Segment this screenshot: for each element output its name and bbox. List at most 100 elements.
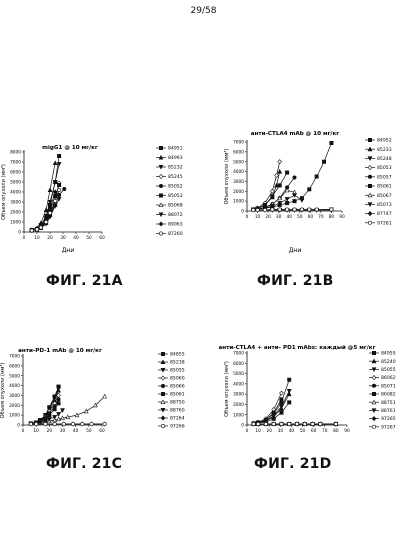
x-tick-label: 90 bbox=[344, 428, 350, 434]
data-point bbox=[287, 421, 292, 426]
data-point bbox=[310, 421, 315, 426]
legend-marker bbox=[367, 192, 373, 198]
data-point bbox=[270, 207, 275, 212]
data-point bbox=[292, 207, 297, 212]
data-point bbox=[65, 414, 71, 420]
legend-marker bbox=[158, 173, 164, 180]
data-point bbox=[93, 402, 98, 408]
y-tick-label: 5000 bbox=[9, 373, 20, 379]
data-point bbox=[102, 422, 107, 427]
legend-marker bbox=[367, 211, 373, 217]
data-point bbox=[56, 416, 61, 422]
y-tick-label: 7000 bbox=[233, 140, 244, 146]
x-tick-label: 0 bbox=[22, 428, 25, 434]
legend-entry: 86082 bbox=[381, 392, 396, 398]
y-tick-label: 3000 bbox=[10, 200, 21, 206]
data-point bbox=[46, 417, 52, 422]
y-tick-label: 3000 bbox=[233, 179, 244, 185]
legend-marker bbox=[367, 202, 373, 208]
legend-marker bbox=[160, 415, 166, 421]
legend-entry: 88751 bbox=[381, 400, 396, 406]
legend-entry: 84952 bbox=[377, 138, 392, 144]
data-point bbox=[295, 421, 300, 426]
data-point bbox=[314, 207, 319, 212]
data-point bbox=[314, 174, 319, 179]
x-tick-label: 30 bbox=[60, 428, 66, 434]
data-point bbox=[89, 422, 94, 427]
data-point bbox=[251, 208, 256, 213]
data-point bbox=[44, 220, 49, 225]
legend-marker bbox=[159, 193, 164, 198]
data-point bbox=[279, 390, 284, 396]
legend-marker bbox=[161, 424, 166, 429]
data-point bbox=[287, 377, 292, 382]
data-point bbox=[279, 404, 284, 410]
y-tick-label: 7000 bbox=[10, 160, 21, 166]
x-tick-label: 50 bbox=[297, 214, 303, 220]
data-point bbox=[292, 199, 297, 204]
data-point bbox=[256, 421, 261, 426]
data-point bbox=[279, 421, 284, 426]
legend-marker bbox=[158, 202, 164, 207]
legend-entry: 84855 bbox=[170, 352, 185, 358]
data-point bbox=[307, 187, 312, 192]
chart-panel-d: анти-CTLA4 + анти- PD1 mAbs: каждый @5 м… bbox=[218, 344, 396, 434]
legend-marker bbox=[371, 416, 377, 422]
x-tick-label: 90 bbox=[339, 214, 345, 220]
legend-marker bbox=[161, 352, 166, 357]
data-point bbox=[53, 198, 58, 203]
x-tick-label: 40 bbox=[73, 428, 79, 434]
data-point bbox=[52, 160, 58, 166]
x-tick-label: 50 bbox=[86, 428, 92, 434]
x-tick-label: 70 bbox=[318, 214, 324, 220]
data-point bbox=[74, 412, 80, 418]
data-point bbox=[302, 421, 307, 426]
legend-entry: 85066 bbox=[170, 384, 185, 390]
legend-marker bbox=[160, 399, 166, 405]
data-point bbox=[60, 408, 65, 413]
legend-marker bbox=[372, 383, 377, 388]
data-point bbox=[80, 422, 85, 427]
data-point bbox=[52, 407, 57, 412]
legend-marker bbox=[371, 399, 377, 405]
x-tick-label: 0 bbox=[246, 428, 249, 434]
y-axis-label: Объем опухоли (мм³) bbox=[224, 149, 230, 205]
chart-title: анти-CTLA4 + анти- PD1 mAbs: каждый @5 м… bbox=[218, 344, 375, 351]
x-tick-label: 20 bbox=[266, 428, 272, 434]
series-line bbox=[253, 172, 288, 210]
data-point bbox=[251, 421, 256, 426]
series-line bbox=[253, 393, 290, 424]
legend-entry: 85067 bbox=[377, 193, 392, 199]
y-tick-label: 2000 bbox=[233, 189, 244, 195]
y-tick-label: 4000 bbox=[233, 381, 244, 387]
data-point bbox=[292, 175, 297, 180]
data-point bbox=[299, 207, 304, 212]
y-tick-label: 0 bbox=[17, 423, 20, 429]
data-point bbox=[277, 201, 283, 206]
data-point bbox=[277, 207, 282, 212]
data-point bbox=[62, 186, 67, 191]
data-point bbox=[46, 406, 52, 411]
legend-entry: 88072 bbox=[168, 212, 183, 218]
legend-entry: 84951 bbox=[168, 146, 183, 152]
legend-marker bbox=[372, 424, 377, 429]
data-point bbox=[34, 227, 39, 232]
legend-marker bbox=[367, 156, 373, 162]
data-point bbox=[57, 182, 62, 187]
data-point bbox=[277, 159, 283, 165]
legend-marker bbox=[372, 351, 377, 356]
y-tick-label: 1000 bbox=[233, 199, 244, 205]
legend-entry: 85248 bbox=[377, 156, 392, 162]
legend-entry: 97261 bbox=[377, 220, 392, 226]
legend-marker bbox=[371, 408, 377, 414]
legend-marker bbox=[160, 359, 166, 364]
y-tick-label: 7000 bbox=[233, 351, 244, 357]
legend-entry: 85055 bbox=[381, 367, 396, 373]
data-point bbox=[285, 170, 290, 175]
legend-marker bbox=[158, 212, 164, 218]
data-point bbox=[279, 410, 284, 415]
data-point bbox=[57, 154, 62, 159]
y-tick-label: 1000 bbox=[9, 413, 20, 419]
y-tick-label: 6000 bbox=[233, 361, 244, 367]
legend-entry: 84955 bbox=[381, 351, 396, 357]
